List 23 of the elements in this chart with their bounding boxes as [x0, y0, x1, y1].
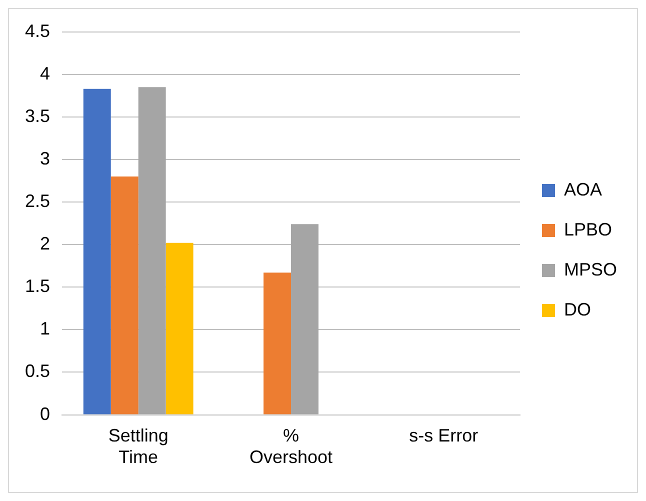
bar [166, 242, 194, 414]
x-tick-label: s-s Error [409, 426, 478, 446]
y-tick-label: 0.5 [24, 361, 50, 382]
y-tick-label: 3.5 [24, 106, 50, 126]
x-tick-label: Settling Time [108, 426, 168, 468]
bar [264, 272, 292, 414]
bar [83, 88, 111, 414]
legend-label: MPSO [564, 259, 618, 280]
y-tick-label: 4 [40, 63, 50, 84]
bar [291, 224, 318, 414]
y-tick-label: 1.5 [24, 276, 50, 296]
y-tick-label: 2 [40, 234, 50, 254]
x-tick-label: % Overshoot [249, 426, 333, 468]
legend-label: LPBO [564, 219, 612, 240]
bar [138, 87, 166, 414]
bar [110, 176, 138, 414]
y-tick-label: 3 [40, 148, 50, 168]
y-tick-label: 2.5 [24, 190, 50, 211]
y-tick-label: 0 [40, 404, 50, 424]
legend-label: DO [564, 299, 591, 320]
y-tick-label: 1 [40, 318, 50, 339]
y-tick-label: 4.5 [24, 20, 50, 41]
legend-label: AOA [564, 179, 602, 200]
